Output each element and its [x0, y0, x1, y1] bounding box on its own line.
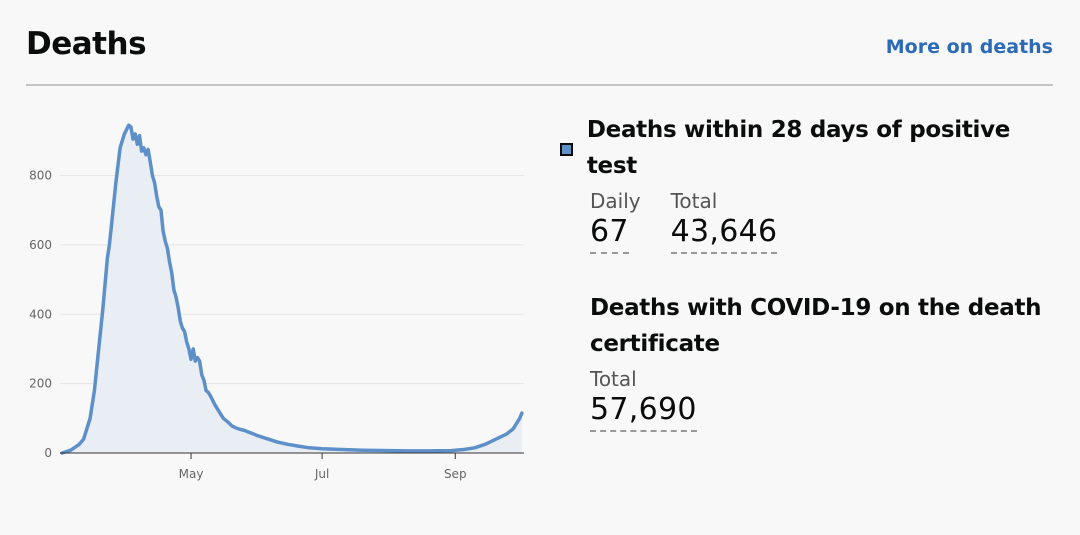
metric-title: Deaths with COVID-19 on the death certif… [590, 295, 1042, 357]
metric-values: Total 57,690 [590, 366, 1060, 432]
certificate-total-value[interactable]: 57,690 [590, 392, 697, 432]
metric-values: Daily 67 Total 43,646 [590, 188, 1060, 254]
y-tick-label: 200 [29, 377, 52, 391]
x-tick-label: Sep [444, 467, 467, 481]
deaths-chart: 0 200 400 600 800 May Jul Sep [29, 123, 524, 481]
x-tick-label: May [179, 467, 204, 481]
y-tick-label: 800 [29, 169, 52, 183]
y-tick-label: 400 [29, 307, 52, 321]
metrics-panel: Deaths within 28 days of positive test D… [560, 112, 1060, 432]
daily-value-block: Daily 67 [590, 188, 641, 254]
metric-header: Deaths within 28 days of positive test [560, 112, 1060, 184]
series-area [62, 125, 522, 453]
page-title: Deaths [26, 26, 147, 62]
more-on-deaths-link[interactable]: More on deaths [885, 36, 1053, 58]
total-label: Total [670, 189, 718, 213]
daily-label: Daily [590, 189, 641, 213]
section-header: Deaths More on deaths [26, 0, 1053, 86]
total-value-block: Total 43,646 [670, 188, 778, 254]
certificate-total-label: Total [590, 367, 637, 391]
series-line [60, 123, 524, 455]
legend-swatch-icon [560, 142, 573, 156]
metric-deaths-28-days: Deaths within 28 days of positive test D… [560, 112, 1060, 254]
y-tick-label: 600 [29, 238, 52, 252]
metric-death-certificate: Deaths with COVID-19 on the death certif… [560, 290, 1060, 432]
certificate-total-block: Total 57,690 [590, 366, 697, 432]
daily-value[interactable]: 67 [590, 214, 629, 254]
total-value[interactable]: 43,646 [670, 214, 778, 254]
y-tick-label: 0 [44, 446, 52, 460]
metric-title: Deaths within 28 days of positive test [586, 117, 1011, 179]
x-tick-label: Jul [314, 467, 329, 481]
